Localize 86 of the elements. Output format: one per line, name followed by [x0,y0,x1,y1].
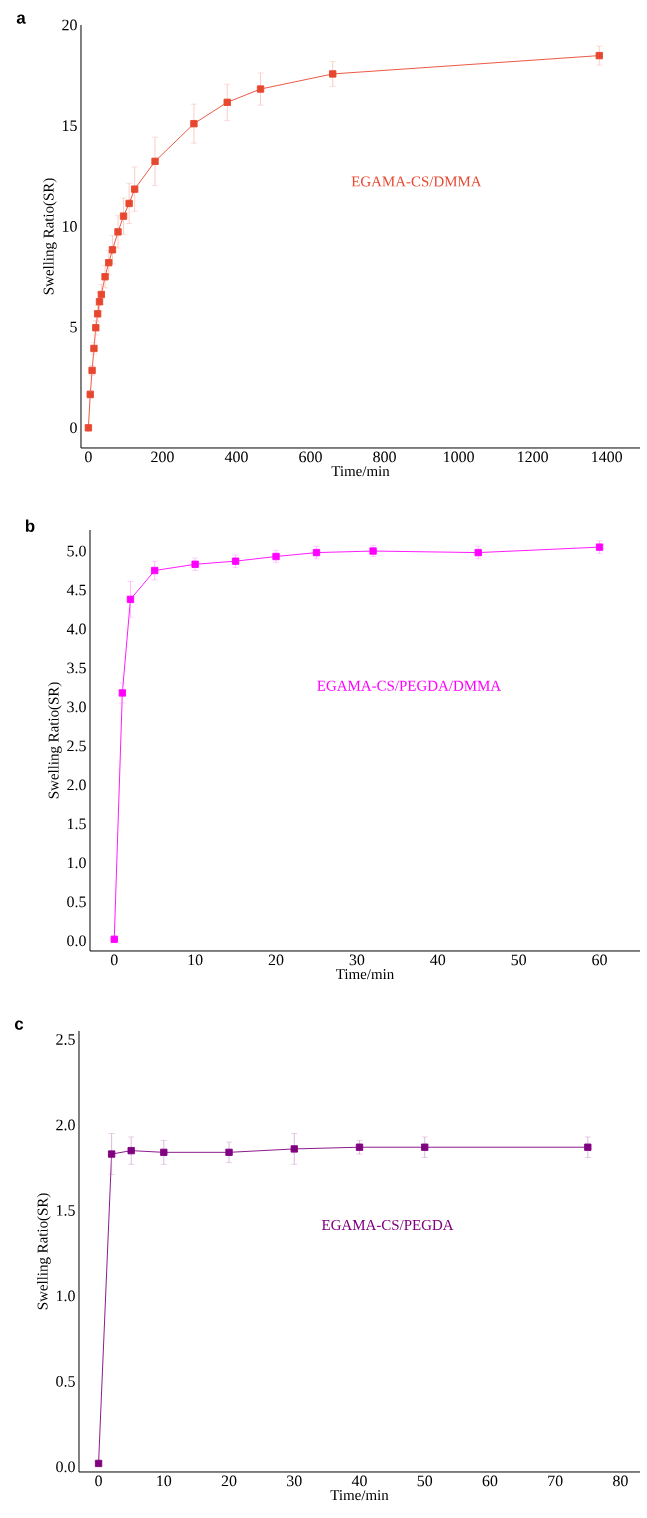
chart-title: c [14,1020,24,1030]
y-tick-label: 2.0 [67,779,86,791]
text: EGAMA-CS/PEGDA [321,1220,454,1231]
point [94,1459,103,1468]
x-tick-label: 1000 [444,451,474,463]
x-tick-label: 10 [188,954,203,966]
point [131,185,139,193]
y-tick-label: 4.0 [66,623,86,635]
y-axis-title: Swelling Ratio(SR) [48,682,62,799]
x-tick-label: 0 [95,1475,102,1487]
x-tick-label: 40 [351,1475,367,1487]
x-tick-label: 1400 [592,451,623,463]
y-tick-label: 5.0 [67,545,86,557]
chart-title: b [25,519,35,532]
point [272,552,280,561]
x-axis-title: Time/min [330,1490,389,1501]
point [119,212,128,220]
y-tick-label: 2.5 [67,740,86,752]
point [474,548,482,557]
point [290,1145,298,1153]
point [126,595,135,604]
y-tick-label: 0.0 [67,935,86,947]
point [110,935,118,943]
y-axis-title: Swelling Ratio(SR) [43,178,57,295]
x-tick-label: 1200 [518,451,548,463]
text: EGAMA-CS/DMMA [351,176,482,187]
x-axis-title: Time/min [336,969,394,980]
point [584,1143,592,1151]
point [190,120,198,128]
point [256,85,265,93]
y-tick-label: 1.0 [67,857,86,869]
y-tick-label: 5 [70,321,77,333]
point [160,1148,168,1156]
y-tick-label: 4.5 [66,584,86,596]
y-tick-label: 3.5 [67,662,86,674]
y-tick-label: 0.5 [67,896,86,908]
x-axis-title: Time/min [331,466,390,477]
point [151,157,159,165]
y-tick-label: 1.5 [67,818,86,830]
x-tick-label: 30 [349,954,365,966]
point [595,51,603,60]
x-tick-label: 30 [287,1475,302,1487]
x-tick-label: 60 [482,1475,498,1487]
x-tick-label: 20 [268,954,284,966]
x-tick-label: 200 [151,451,174,463]
x-tick-label: 0 [110,954,118,966]
y-axis-title: Swelling Ratio(SR) [37,1193,51,1310]
y-tick-label: 3.0 [67,701,86,713]
y-tick-label: 10 [62,221,77,232]
y-tick-label: 1.0 [56,1290,75,1302]
point [151,566,159,575]
point [223,98,231,106]
y-tick-label: 2.0 [56,1119,75,1131]
x-tick-label: 70 [548,1475,563,1487]
x-tick-label: 50 [417,1475,433,1487]
x-tick-label: 50 [511,954,527,966]
y-tick-label: 1.5 [56,1205,75,1216]
x-tick-label: 80 [613,1475,628,1487]
x-tick-label: 60 [592,954,607,966]
y-tick-label: 15 [62,120,77,132]
point [125,199,133,208]
y-tick-label: 0.5 [56,1375,75,1387]
y-tick-label: 20 [62,19,77,31]
x-tick-label: 400 [224,451,248,463]
point [231,557,240,565]
point [127,1146,135,1155]
point [225,1148,233,1156]
point [92,324,100,332]
point [595,543,604,551]
text: EGAMA-CS/PEGDA/DMMA [317,680,502,691]
x-tick-label: 800 [373,451,396,463]
y-tick-label: 2.5 [56,1034,75,1045]
point [114,228,122,236]
chart-title: a [16,14,26,24]
x-tick-label: 10 [157,1475,172,1487]
x-tick-label: 40 [430,954,446,966]
y-tick-label: 0.0 [56,1461,75,1473]
x-tick-label: 600 [299,451,322,463]
y-tick-label: 0 [70,422,77,434]
point [312,548,321,557]
point [355,1143,364,1151]
point [118,689,126,697]
x-tick-label: 20 [221,1475,237,1487]
point [421,1143,429,1151]
point [329,70,337,78]
point [107,1150,116,1158]
